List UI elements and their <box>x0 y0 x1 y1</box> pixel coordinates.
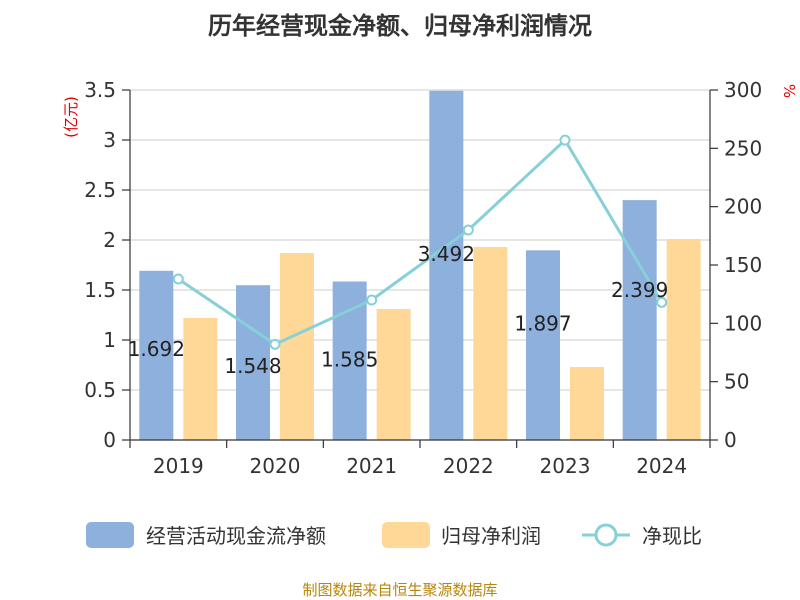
data-labels: 1.692 1.548 1.585 3.492 1.897 2.399 <box>128 242 669 378</box>
data-source: 制图数据来自恒生聚源数据库 <box>302 581 497 599</box>
bar-net-profit <box>570 367 604 440</box>
right-axis-tick-label: 50 <box>724 370 749 394</box>
left-axis-tick-label: 1 <box>103 328 116 352</box>
bar-operating-cashflow <box>139 270 174 440</box>
legend-item-net-profit[interactable]: 归母净利润 <box>382 522 541 548</box>
x-axis-tick-label: 2019 <box>153 454 204 478</box>
legend: 经营活动现金流净额 归母净利润 净现比 <box>86 522 702 548</box>
x-axis-tick-label: 2023 <box>540 454 591 478</box>
legend-item-operating-cashflow[interactable]: 经营活动现金流净额 <box>86 522 326 548</box>
left-axis-tick-label: 1.5 <box>84 278 116 302</box>
cash-ratio-point <box>656 296 668 308</box>
cash-ratio-point <box>462 224 474 236</box>
left-axis-tick-label: 3.5 <box>84 78 116 102</box>
right-axis-unit: % <box>780 84 798 98</box>
left-axis-tick-label: 2.5 <box>84 178 116 202</box>
data-label-operating-cashflow: 1.897 <box>514 311 571 335</box>
legend-label-cash-ratio: 净现比 <box>642 524 702 548</box>
bar-operating-cashflow <box>332 281 367 440</box>
left-axis-tick-label: 2 <box>103 228 116 252</box>
left-axis-tick-label: 3 <box>103 128 116 152</box>
left-axis-unit: (亿元) <box>62 96 80 138</box>
bar-net-profit <box>376 309 411 440</box>
right-axis-tick-label: 250 <box>724 136 762 160</box>
data-label-operating-cashflow: 3.492 <box>418 242 475 266</box>
data-label-operating-cashflow: 1.585 <box>321 348 378 372</box>
bar-operating-cashflow <box>429 90 464 441</box>
x-axis-tick-label: 2020 <box>250 454 301 478</box>
data-label-operating-cashflow: 1.692 <box>128 337 185 361</box>
bars <box>139 90 701 441</box>
bar-operating-cashflow <box>622 200 657 440</box>
x-axis-tick-label: 2021 <box>346 454 397 478</box>
bar-net-profit <box>183 318 218 440</box>
x-axis-tick-label: 2022 <box>443 454 494 478</box>
legend-marker-cash-ratio <box>594 523 618 547</box>
legend-item-cash-ratio[interactable]: 净现比 <box>582 523 702 548</box>
bar-net-profit <box>473 247 508 440</box>
chart-title: 历年经营现金净额、归母净利润情况 <box>208 12 592 40</box>
ratio-line <box>172 134 668 350</box>
right-axis-tick-label: 150 <box>724 253 762 277</box>
right-axis-tick-label: 100 <box>724 311 762 335</box>
right-axis-tick-label: 300 <box>724 78 762 102</box>
legend-label-net-profit: 归母净利润 <box>441 524 541 548</box>
cash-ratio-point <box>366 294 378 306</box>
cash-ratio-point <box>559 134 571 146</box>
cash-ratio-point <box>172 273 184 285</box>
x-axis-tick-label: 2024 <box>636 454 687 478</box>
data-label-operating-cashflow: 1.548 <box>224 354 281 378</box>
legend-label-operating-cashflow: 经营活动现金流净额 <box>146 524 326 548</box>
right-axis-tick-label: 200 <box>724 195 762 219</box>
right-axis-tick-label: 0 <box>724 428 737 452</box>
left-axis-tick-label: 0 <box>103 428 116 452</box>
cash-ratio-line <box>177 137 663 347</box>
bar-operating-cashflow <box>236 285 270 440</box>
legend-swatch-operating-cashflow <box>86 522 134 548</box>
legend-swatch-net-profit <box>382 522 430 548</box>
left-axis-tick-label: 0.5 <box>84 378 116 402</box>
cash-ratio-point <box>269 338 281 350</box>
grid-lines <box>130 89 710 391</box>
data-label-operating-cashflow: 2.399 <box>611 278 668 302</box>
bar-net-profit <box>666 239 701 440</box>
axes: 0 0.5 1 1.5 2 2.5 3 3.5 0 50 100 150 200 250 300 2019 20… <box>84 78 762 478</box>
bar-net-profit <box>280 253 314 440</box>
bar-operating-cashflow <box>526 250 560 440</box>
